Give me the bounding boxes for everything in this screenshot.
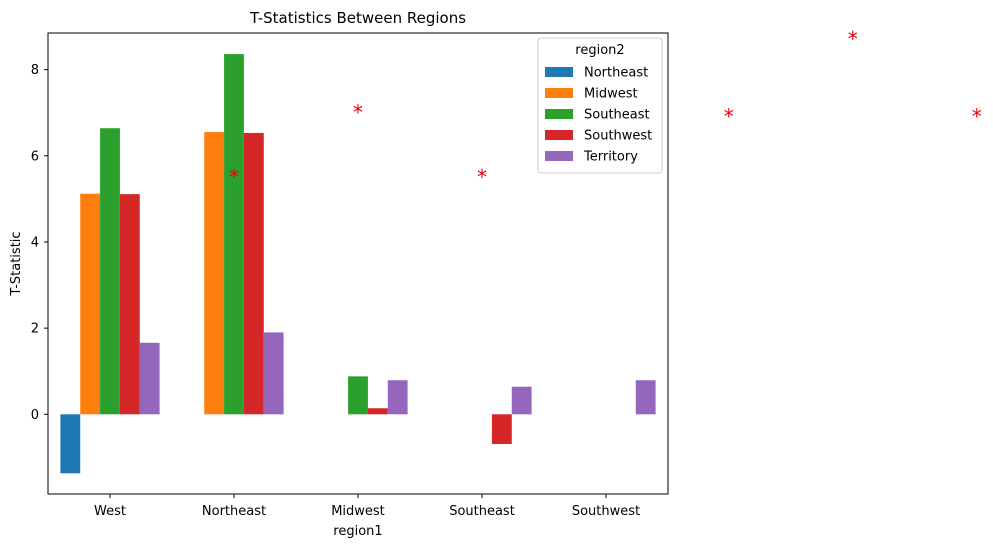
significance-marker: *	[848, 27, 858, 51]
y-tick-label: 4	[31, 235, 39, 250]
chart-title: T-Statistics Between Regions	[249, 9, 466, 27]
legend-swatch-northeast	[545, 67, 573, 77]
bar-territory-southeast	[511, 386, 532, 415]
legend-swatch-territory	[545, 151, 573, 161]
bar-midwest-west	[80, 193, 101, 415]
bar-southwest-southeast	[491, 414, 512, 445]
bar-territory-west	[139, 342, 160, 415]
y-tick-label: 2	[31, 322, 39, 337]
y-tick-label: 8	[31, 63, 39, 78]
y-tick-label: 0	[31, 408, 39, 423]
significance-marker: *	[353, 100, 363, 124]
significance-marker: *	[724, 105, 734, 129]
bar-southwest-midwest	[367, 408, 388, 415]
legend-swatch-southeast	[545, 109, 573, 119]
significance-marker: *	[229, 165, 239, 189]
legend-title: region2	[575, 43, 624, 58]
legend-swatch-midwest	[545, 88, 573, 98]
annotations-group: * * * * * *	[229, 27, 982, 189]
bar-southeast-midwest	[348, 376, 368, 415]
bar-southwest-west	[119, 194, 140, 415]
bar-southeast-northeast	[224, 54, 244, 415]
bar-northeast-west	[60, 414, 81, 474]
bar-territory-southwest	[635, 380, 656, 415]
legend-label-northeast: Northeast	[584, 66, 648, 81]
legend-label-midwest: Midwest	[584, 87, 638, 102]
legend-label-southwest: Southwest	[584, 129, 652, 144]
x-tick-label-northeast: Northeast	[202, 504, 266, 519]
x-axis-title: region1	[333, 524, 382, 539]
y-axis-title: T-Statistic	[9, 231, 24, 296]
bar-territory-midwest	[387, 380, 408, 415]
y-axis: 0 2 4 6 8	[31, 63, 48, 423]
significance-marker: *	[477, 165, 487, 189]
bar-southeast-west	[100, 128, 120, 415]
x-axis: West Northeast Midwest Southeast Southwest	[94, 494, 640, 519]
y-tick-label: 6	[31, 149, 39, 164]
x-tick-label-southeast: Southeast	[449, 504, 515, 519]
bars-group	[60, 54, 656, 474]
legend-swatch-southwest	[545, 130, 573, 140]
bar-territory-northeast	[263, 332, 284, 415]
bar-southwest-northeast	[243, 132, 264, 415]
x-tick-label-southwest: Southwest	[572, 504, 640, 519]
bar-midwest-northeast	[204, 132, 225, 415]
legend: region2 Northeast Midwest Southeast Southwes…	[537, 37, 663, 174]
legend-label-territory: Territory	[583, 150, 638, 165]
x-tick-label-west: West	[94, 504, 126, 519]
significance-marker: *	[972, 105, 982, 129]
x-tick-label-midwest: Midwest	[331, 504, 385, 519]
legend-label-southeast: Southeast	[584, 108, 650, 123]
